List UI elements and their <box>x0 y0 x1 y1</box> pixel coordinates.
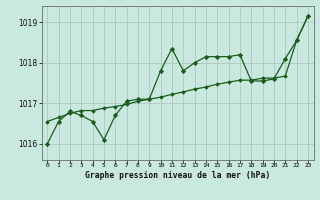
X-axis label: Graphe pression niveau de la mer (hPa): Graphe pression niveau de la mer (hPa) <box>85 171 270 180</box>
